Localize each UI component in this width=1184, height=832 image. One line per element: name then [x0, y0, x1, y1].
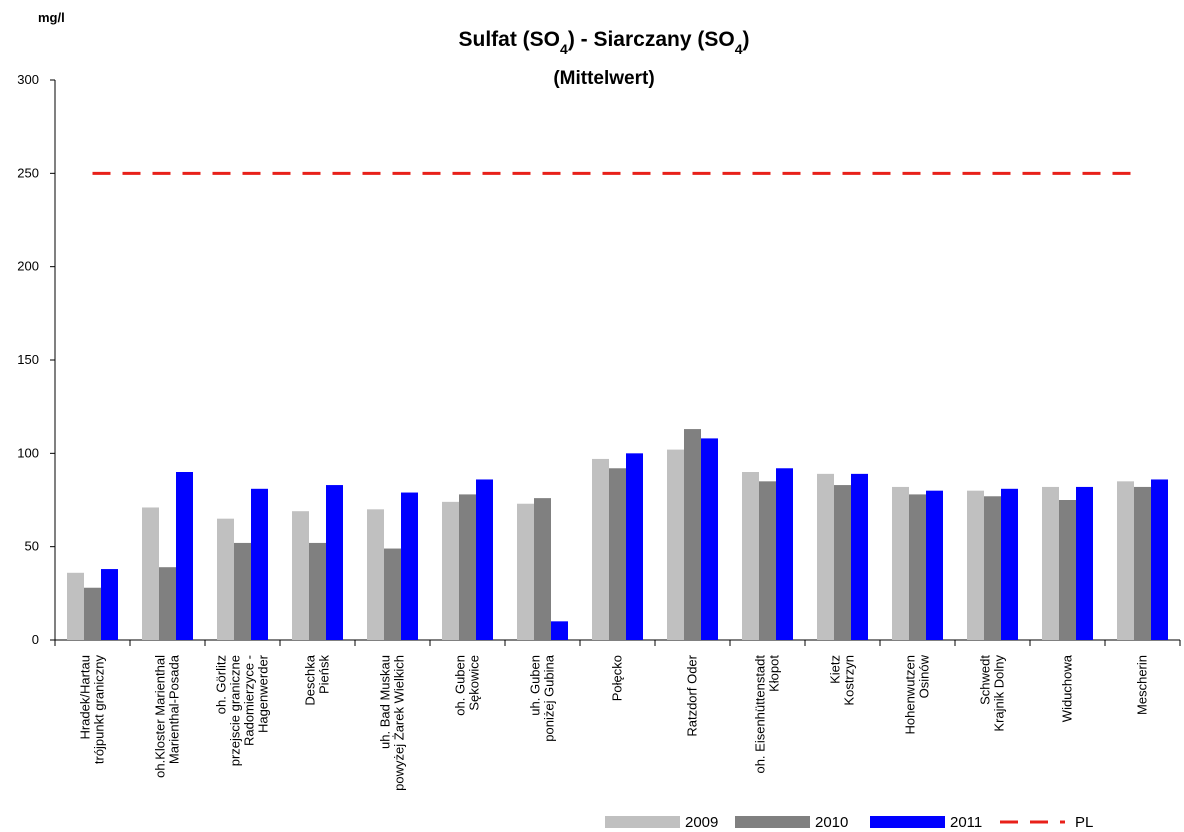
- bar: [84, 587, 101, 640]
- bar: [476, 479, 493, 640]
- bar: [701, 438, 718, 640]
- y-tick-label: 50: [25, 539, 39, 554]
- x-tick-label: oh.Kloster Marienthal: [153, 655, 168, 778]
- bar: [1151, 479, 1168, 640]
- x-tick-label: uh. Guben: [528, 655, 543, 716]
- title-part: Sulfat (SO: [459, 28, 561, 51]
- bar: [742, 472, 759, 640]
- bar: [142, 507, 159, 640]
- chart-title: Sulfat (SO4) - Siarczany (SO4): [459, 28, 750, 57]
- bar: [309, 542, 326, 640]
- bar: [234, 542, 251, 640]
- x-tick-label: Połęcko: [610, 655, 625, 701]
- x-tick-label: Deschka: [303, 654, 318, 705]
- bar: [667, 449, 684, 640]
- bar: [909, 494, 926, 640]
- bar: [776, 468, 793, 640]
- bar: [459, 494, 476, 640]
- bar: [442, 501, 459, 640]
- bar: [967, 490, 984, 640]
- chart-subtitle: (Mittelwert): [553, 68, 654, 89]
- x-tick-label: przejscie graniczne: [228, 655, 243, 766]
- bar: [551, 621, 568, 640]
- bar: [67, 572, 84, 640]
- title-part: 4: [735, 41, 743, 57]
- bar: [384, 548, 401, 640]
- x-tick-label: oh. Eisenhüttenstadt: [753, 655, 768, 774]
- x-tick-label: uh. Bad Muskau: [378, 655, 393, 749]
- x-tick-label: poniżej Gubina: [542, 654, 557, 741]
- bar: [367, 509, 384, 640]
- x-tick-label: Kłopot: [767, 655, 782, 692]
- bar: [1042, 486, 1059, 640]
- bar: [984, 496, 1001, 640]
- y-tick-label: 150: [17, 352, 39, 367]
- bar: [1059, 500, 1076, 640]
- y-tick-label: 300: [17, 72, 39, 87]
- bar: [217, 518, 234, 640]
- bar: [326, 485, 343, 640]
- bar: [759, 481, 776, 640]
- bar: [892, 486, 909, 640]
- x-tick-label: Hradek/Hartau: [78, 655, 93, 740]
- x-tick-label: Ratzdorf Oder: [685, 654, 700, 736]
- legend-label: PL: [1075, 814, 1093, 831]
- x-tick-label: Hohenwutzen: [903, 655, 918, 735]
- bar: [684, 429, 701, 640]
- title-part: ) - Siarczany (SO: [568, 28, 735, 51]
- bar: [1117, 481, 1134, 640]
- x-tick-label: oh. Görlitz: [214, 655, 229, 714]
- x-tick-label: Hagenwerder: [256, 654, 271, 733]
- legend-swatch: [735, 816, 810, 828]
- x-tick-label: Krajnik Dolny: [992, 655, 1007, 732]
- bar: [401, 492, 418, 640]
- x-tick-label: Radomierzyce -: [242, 655, 257, 746]
- bar: [817, 473, 834, 640]
- bar: [176, 472, 193, 640]
- title-part: 4: [560, 41, 568, 57]
- legend-label: 2011: [950, 814, 982, 831]
- bar: [534, 498, 551, 640]
- y-tick-label: 100: [17, 445, 39, 460]
- x-tick-label: Kietz: [828, 655, 843, 684]
- x-tick-label: Osinów: [917, 654, 932, 698]
- bar: [834, 485, 851, 640]
- bar: [592, 458, 609, 640]
- bar: [251, 488, 268, 640]
- bar: [101, 569, 118, 640]
- x-tick-label: Schwedt: [978, 655, 993, 705]
- bar: [851, 473, 868, 640]
- bar: [1001, 488, 1018, 640]
- x-tick-label: oh. Guben: [453, 655, 468, 716]
- x-tick-label: trójpunkt graniczny: [92, 655, 107, 765]
- y-tick-label: 200: [17, 259, 39, 274]
- x-tick-label: Kostrzyn: [842, 655, 857, 706]
- x-tick-label: Sękowice: [467, 655, 482, 711]
- y-tick-label: 0: [32, 632, 39, 647]
- bar: [1134, 486, 1151, 640]
- bar: [159, 567, 176, 640]
- bar: [926, 490, 943, 640]
- y-tick-label: 250: [17, 165, 39, 180]
- legend-label: 2010: [815, 814, 848, 831]
- y-axis-label: mg/l: [38, 10, 65, 25]
- bar: [1076, 486, 1093, 640]
- x-tick-label: Mescherin: [1135, 655, 1150, 715]
- bar: [517, 503, 534, 640]
- bar: [292, 511, 309, 640]
- legend-swatch: [605, 816, 680, 828]
- bar: [626, 453, 643, 640]
- bar: [609, 468, 626, 640]
- x-tick-label: Widuchowa: [1060, 654, 1075, 722]
- x-tick-label: Marienthal-Posada: [167, 654, 182, 764]
- title-part: ): [743, 28, 750, 51]
- x-tick-label: Pieńsk: [317, 655, 332, 695]
- x-tick-label: powyżej Żarek Wielkich: [392, 655, 407, 791]
- legend-label: 2009: [685, 814, 718, 831]
- legend-swatch: [870, 816, 945, 828]
